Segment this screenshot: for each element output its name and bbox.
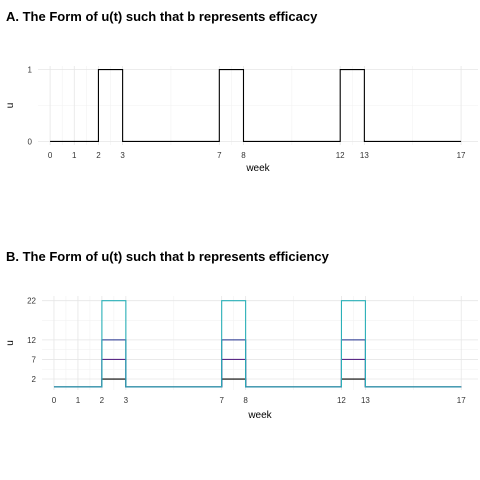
x-axis-label: week [247, 410, 272, 421]
x-tick-label: 12 [337, 396, 346, 405]
y-tick-label: 1 [28, 66, 33, 75]
x-tick-label: 8 [241, 151, 246, 160]
x-tick-label: 7 [217, 151, 222, 160]
y-tick-label: 2 [32, 375, 37, 384]
series-line [53, 300, 462, 388]
x-tick-label: 0 [52, 396, 57, 405]
x-tick-label: 0 [48, 151, 53, 160]
x-tick-label: 3 [124, 396, 129, 405]
series-line [53, 339, 462, 388]
x-tick-label: 2 [96, 151, 101, 160]
y-tick-label: 7 [32, 355, 37, 364]
chart-title: B. The Form of u(t) such that b represen… [6, 249, 329, 264]
series-line [53, 378, 462, 388]
x-tick-label: 13 [361, 396, 370, 405]
x-tick-label: 17 [457, 396, 466, 405]
series-line [53, 358, 462, 388]
series-line [50, 69, 462, 142]
y-tick-label: 12 [27, 336, 36, 345]
x-tick-label: 3 [120, 151, 125, 160]
x-tick-label: 2 [100, 396, 105, 405]
y-axis-label: u [5, 103, 16, 109]
y-tick-label: 0 [28, 137, 33, 146]
y-axis-label: u [5, 340, 16, 346]
x-tick-label: 7 [219, 396, 224, 405]
x-axis-label: week [245, 163, 270, 174]
panel-a: A. The Form of u(t) such that b represen… [5, 9, 478, 174]
x-tick-label: 13 [360, 151, 369, 160]
x-tick-label: 12 [336, 151, 345, 160]
y-tick-label: 22 [27, 297, 36, 306]
x-tick-label: 1 [76, 396, 81, 405]
chart-title: A. The Form of u(t) such that b represen… [6, 9, 318, 24]
x-tick-label: 1 [72, 151, 77, 160]
x-tick-label: 17 [457, 151, 466, 160]
x-tick-label: 8 [243, 396, 248, 405]
panel-b: B. The Form of u(t) such that b represen… [0, 240, 480, 480]
